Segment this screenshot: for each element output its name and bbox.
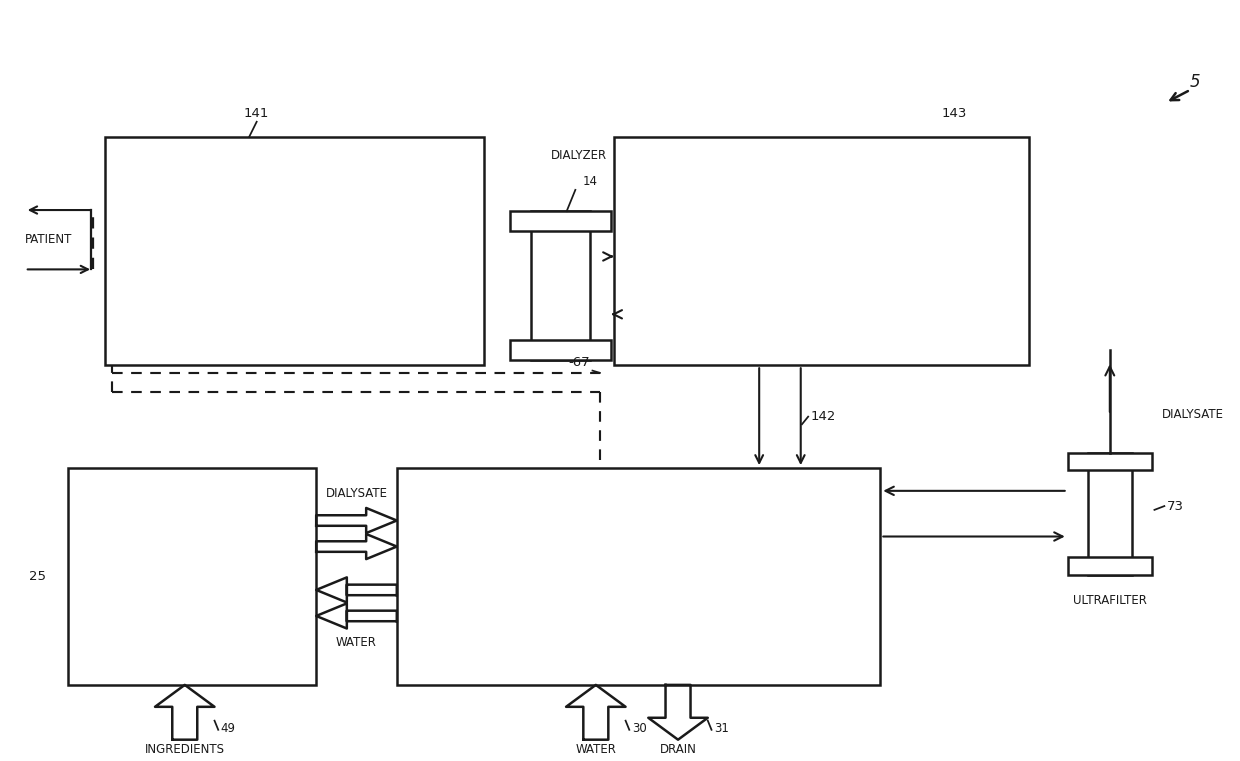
Text: WATER: WATER xyxy=(575,743,616,756)
Bar xyxy=(1089,453,1132,575)
Text: 143: 143 xyxy=(941,107,967,120)
Text: DIALYSATE: DIALYSATE xyxy=(1162,408,1224,422)
Bar xyxy=(1068,557,1152,575)
Bar xyxy=(68,468,316,685)
Bar xyxy=(105,137,484,365)
Text: INGREDIENTS: INGREDIENTS xyxy=(145,743,224,756)
Bar xyxy=(614,137,1029,365)
Text: 30: 30 xyxy=(632,721,646,735)
Text: 142: 142 xyxy=(811,410,836,423)
Text: 141: 141 xyxy=(244,107,269,120)
Bar xyxy=(397,468,880,685)
Text: PATIENT: PATIENT xyxy=(25,233,72,247)
Text: 14: 14 xyxy=(583,175,598,188)
Text: WATER: WATER xyxy=(336,636,377,649)
Text: 31: 31 xyxy=(714,721,729,735)
Text: -67: -67 xyxy=(568,356,590,369)
Bar xyxy=(510,339,611,360)
Text: 5: 5 xyxy=(1190,73,1200,91)
Text: 73: 73 xyxy=(1167,499,1184,513)
Text: ULTRAFILTER: ULTRAFILTER xyxy=(1073,594,1147,607)
Text: 49: 49 xyxy=(221,721,236,735)
Text: DRAIN: DRAIN xyxy=(660,743,697,756)
Text: DIALYZER: DIALYZER xyxy=(551,148,608,161)
Bar xyxy=(1068,453,1152,470)
Text: 25: 25 xyxy=(29,570,46,583)
Bar xyxy=(510,211,611,231)
Text: DIALYSATE: DIALYSATE xyxy=(325,488,387,501)
Bar xyxy=(531,212,590,360)
